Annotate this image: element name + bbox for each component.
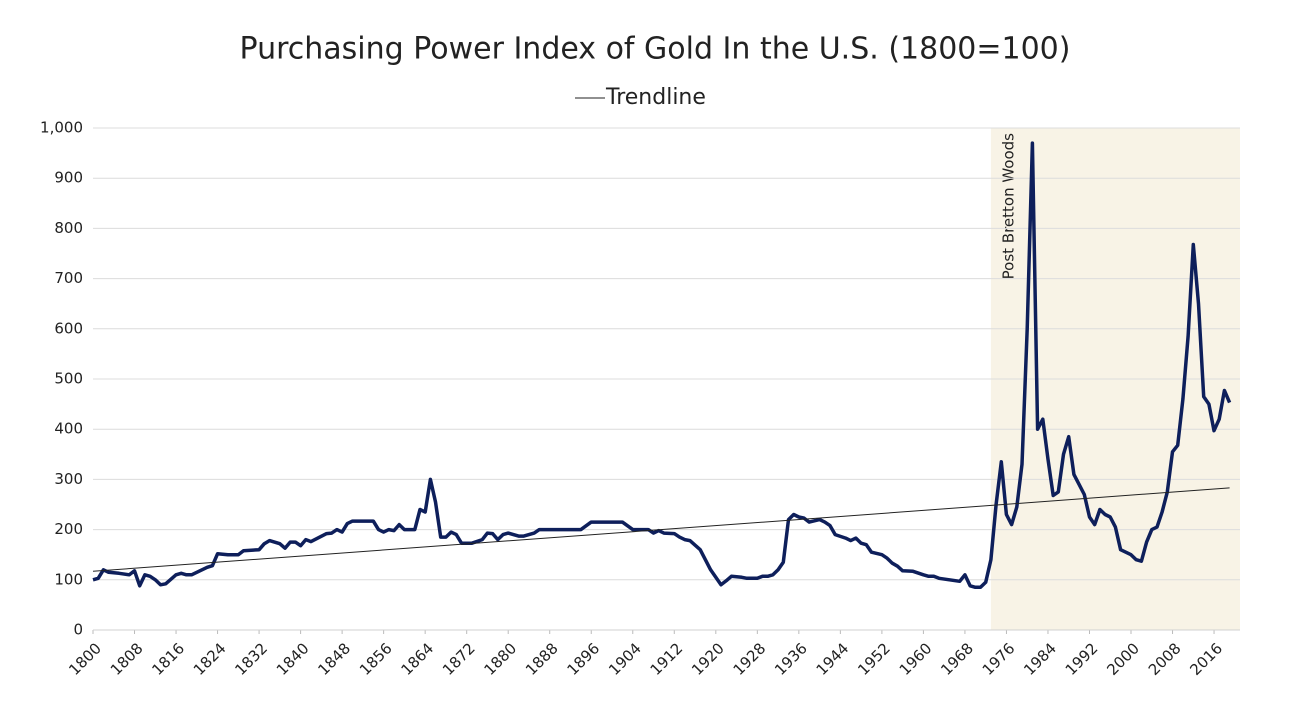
- x-tick-label: 1816: [148, 639, 188, 679]
- y-tick-label: 900: [54, 169, 83, 187]
- y-tick-label: 500: [54, 370, 83, 388]
- x-tick-label: 1808: [107, 639, 147, 679]
- y-tick-label: 300: [54, 470, 83, 488]
- chart-title: Purchasing Power Index of Gold In the U.…: [240, 32, 1071, 67]
- x-tick-label: 1960: [896, 639, 936, 679]
- x-tick-label: 2000: [1103, 639, 1143, 679]
- legend-label: Trendline: [605, 85, 706, 110]
- y-tick-label: 1,000: [40, 119, 83, 137]
- x-tick-label: 1832: [231, 639, 271, 679]
- x-tick-label: 1920: [688, 639, 728, 679]
- x-tick-label: 1880: [480, 639, 520, 679]
- y-tick-label: 0: [73, 621, 83, 639]
- x-tick-label: 1856: [356, 639, 396, 679]
- x-tick-label: 1872: [439, 639, 479, 679]
- x-tick-label: 1840: [273, 639, 313, 679]
- x-tick-label: 1984: [1020, 639, 1060, 679]
- y-tick-label: 100: [54, 570, 83, 588]
- x-tick-label: 1864: [397, 639, 437, 679]
- x-tick-label: 1952: [854, 639, 894, 679]
- data-line: [92, 141, 1232, 590]
- x-tick-label: 1848: [314, 639, 354, 679]
- y-tick-label: 800: [54, 219, 83, 237]
- x-tick-label: 1800: [65, 639, 105, 679]
- y-tick-label: 700: [54, 269, 83, 287]
- x-tick-label: 1824: [190, 639, 230, 679]
- y-tick-label: 600: [54, 319, 83, 337]
- x-tick-label: 2016: [1186, 639, 1226, 679]
- x-tick-label: 1888: [522, 639, 562, 679]
- x-tick-label: 1944: [813, 639, 853, 679]
- x-tick-label: 1912: [647, 639, 687, 679]
- x-tick-label: 1928: [730, 639, 770, 679]
- y-tick-label: 400: [54, 420, 83, 438]
- x-tick-label: 1904: [605, 639, 645, 679]
- trend-line: [92, 487, 1230, 572]
- y-tick-label: 200: [54, 520, 83, 538]
- x-tick-label: 1936: [771, 639, 811, 679]
- x-tick-label: 1896: [564, 639, 604, 679]
- annotation: Post Bretton Woods: [999, 133, 1017, 280]
- x-tick-label: 1968: [937, 639, 977, 679]
- x-tick-label: 2008: [1145, 639, 1185, 679]
- x-tick-label: 1992: [1062, 639, 1102, 679]
- x-tick-label: 1976: [979, 639, 1019, 679]
